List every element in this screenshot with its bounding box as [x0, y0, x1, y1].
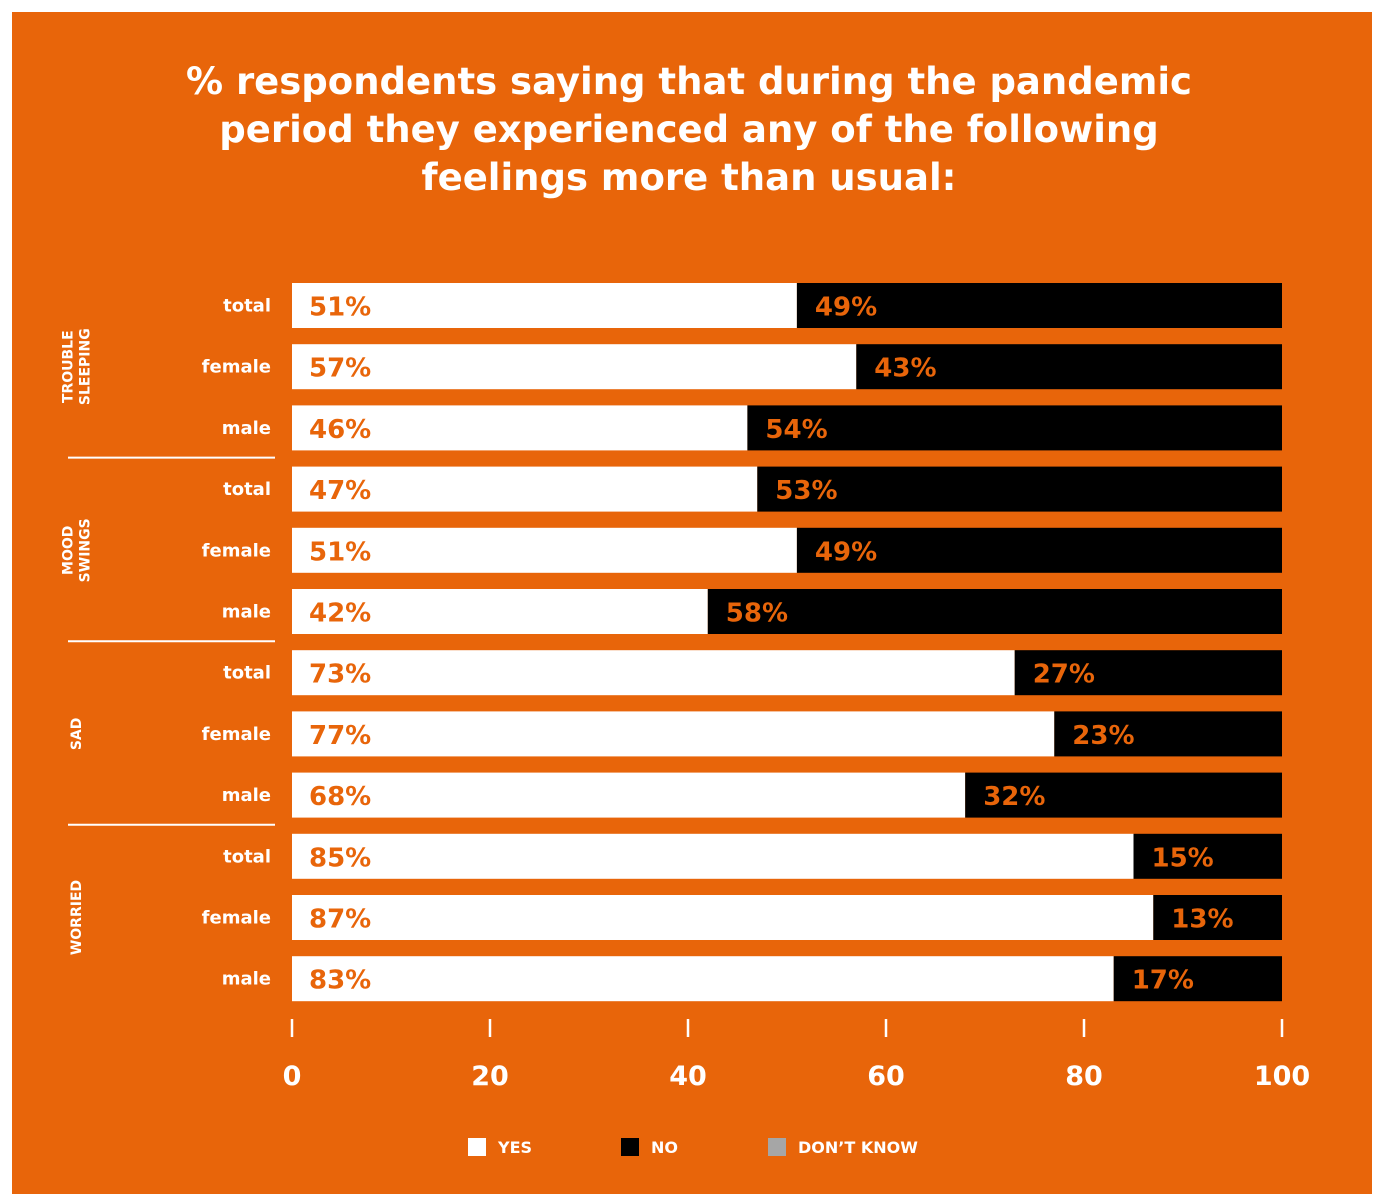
category-label: male	[222, 969, 271, 990]
legend-label-no: NO	[651, 1137, 678, 1157]
data-label-no: 49%	[815, 537, 877, 567]
data-label-no: 23%	[1072, 721, 1134, 751]
legend-swatch-no	[621, 1138, 639, 1156]
data-label-no: 49%	[815, 293, 877, 323]
category-label: female	[202, 540, 271, 561]
x-tick-label: 60	[867, 1061, 905, 1092]
category-label: male	[222, 785, 271, 806]
legend-item-no: NO	[621, 1136, 678, 1158]
category-label: male	[222, 602, 271, 623]
bar-no	[965, 772, 1282, 818]
category-label: female	[202, 724, 271, 745]
data-label-yes: 51%	[309, 293, 371, 323]
data-label-yes: 83%	[309, 966, 371, 996]
group-label: TROUBLE	[61, 330, 77, 403]
bar-yes	[292, 405, 748, 451]
x-tick-label: 40	[669, 1061, 707, 1092]
bar-yes	[292, 283, 797, 328]
legend-item-yes: YES	[468, 1136, 532, 1158]
bar-no	[707, 589, 1282, 634]
group-label: MOOD	[61, 526, 77, 575]
data-label-no: 17%	[1132, 966, 1194, 996]
data-label-no: 43%	[874, 354, 936, 384]
bar-yes	[292, 711, 1055, 757]
legend-swatch-dont-know	[768, 1138, 786, 1156]
bar-yes	[292, 589, 708, 634]
chart-title-line-1: % respondents saying that during the pan…	[185, 60, 1192, 103]
category-label: total	[223, 296, 271, 317]
data-label-yes: 42%	[309, 599, 371, 629]
category-label: female	[202, 357, 271, 378]
data-label-no: 53%	[775, 476, 837, 506]
data-label-yes: 57%	[309, 354, 371, 384]
category-label: female	[202, 908, 271, 929]
category-label: total	[223, 663, 271, 684]
data-label-yes: 46%	[309, 415, 371, 445]
bar-yes	[292, 833, 1134, 879]
data-label-yes: 85%	[309, 843, 371, 873]
x-tick-label: 20	[471, 1061, 509, 1092]
data-label-yes: 68%	[309, 782, 371, 812]
legend-item-dont-know: DON’T KNOW	[768, 1136, 918, 1158]
data-label-yes: 47%	[309, 476, 371, 506]
data-label-no: 13%	[1171, 905, 1233, 935]
x-tick-label: 80	[1065, 1061, 1103, 1092]
chart-title-line-3: feelings more than usual:	[421, 156, 957, 199]
data-label-no: 15%	[1152, 843, 1214, 873]
bar-no	[1133, 833, 1282, 879]
bar-no	[757, 466, 1282, 512]
bar-no	[1054, 711, 1282, 757]
bar-no	[747, 405, 1282, 451]
chart-title: % respondents saying that during the pan…	[0, 58, 1378, 202]
group-label: WORRIED	[69, 880, 85, 955]
bar-yes	[292, 772, 966, 818]
bar-no	[856, 344, 1282, 390]
bar-no	[1113, 956, 1282, 1002]
bar-no	[796, 283, 1282, 328]
bar-no	[1153, 895, 1282, 940]
bar-yes	[292, 344, 857, 390]
chart-title-line-2: period they experienced any of the follo…	[219, 108, 1159, 151]
data-label-yes: 87%	[309, 905, 371, 935]
category-label: male	[222, 418, 271, 439]
data-label-no: 54%	[765, 415, 827, 445]
data-label-no: 32%	[983, 782, 1045, 812]
legend-swatch-yes	[468, 1138, 486, 1156]
bar-yes	[292, 956, 1114, 1002]
data-label-no: 58%	[726, 599, 788, 629]
data-label-no: 27%	[1033, 660, 1095, 690]
legend-label-dont-know: DON’T KNOW	[798, 1137, 918, 1157]
legend-label-yes: YES	[498, 1137, 533, 1157]
data-label-yes: 51%	[309, 537, 371, 567]
bar-yes	[292, 895, 1154, 940]
bar-yes	[292, 650, 1015, 696]
bar-no	[1014, 650, 1282, 696]
group-label: SAD	[69, 718, 85, 751]
category-label: total	[223, 479, 271, 500]
data-label-yes: 77%	[309, 721, 371, 751]
data-label-yes: 73%	[309, 660, 371, 690]
bar-yes	[292, 527, 797, 573]
bar-no	[796, 527, 1282, 573]
category-label: total	[223, 846, 271, 867]
bar-yes	[292, 466, 758, 512]
x-tick-label: 0	[283, 1061, 302, 1092]
group-label: SWINGS	[78, 518, 94, 582]
group-label: SLEEPING	[78, 328, 94, 405]
x-tick-label: 100	[1254, 1061, 1310, 1092]
